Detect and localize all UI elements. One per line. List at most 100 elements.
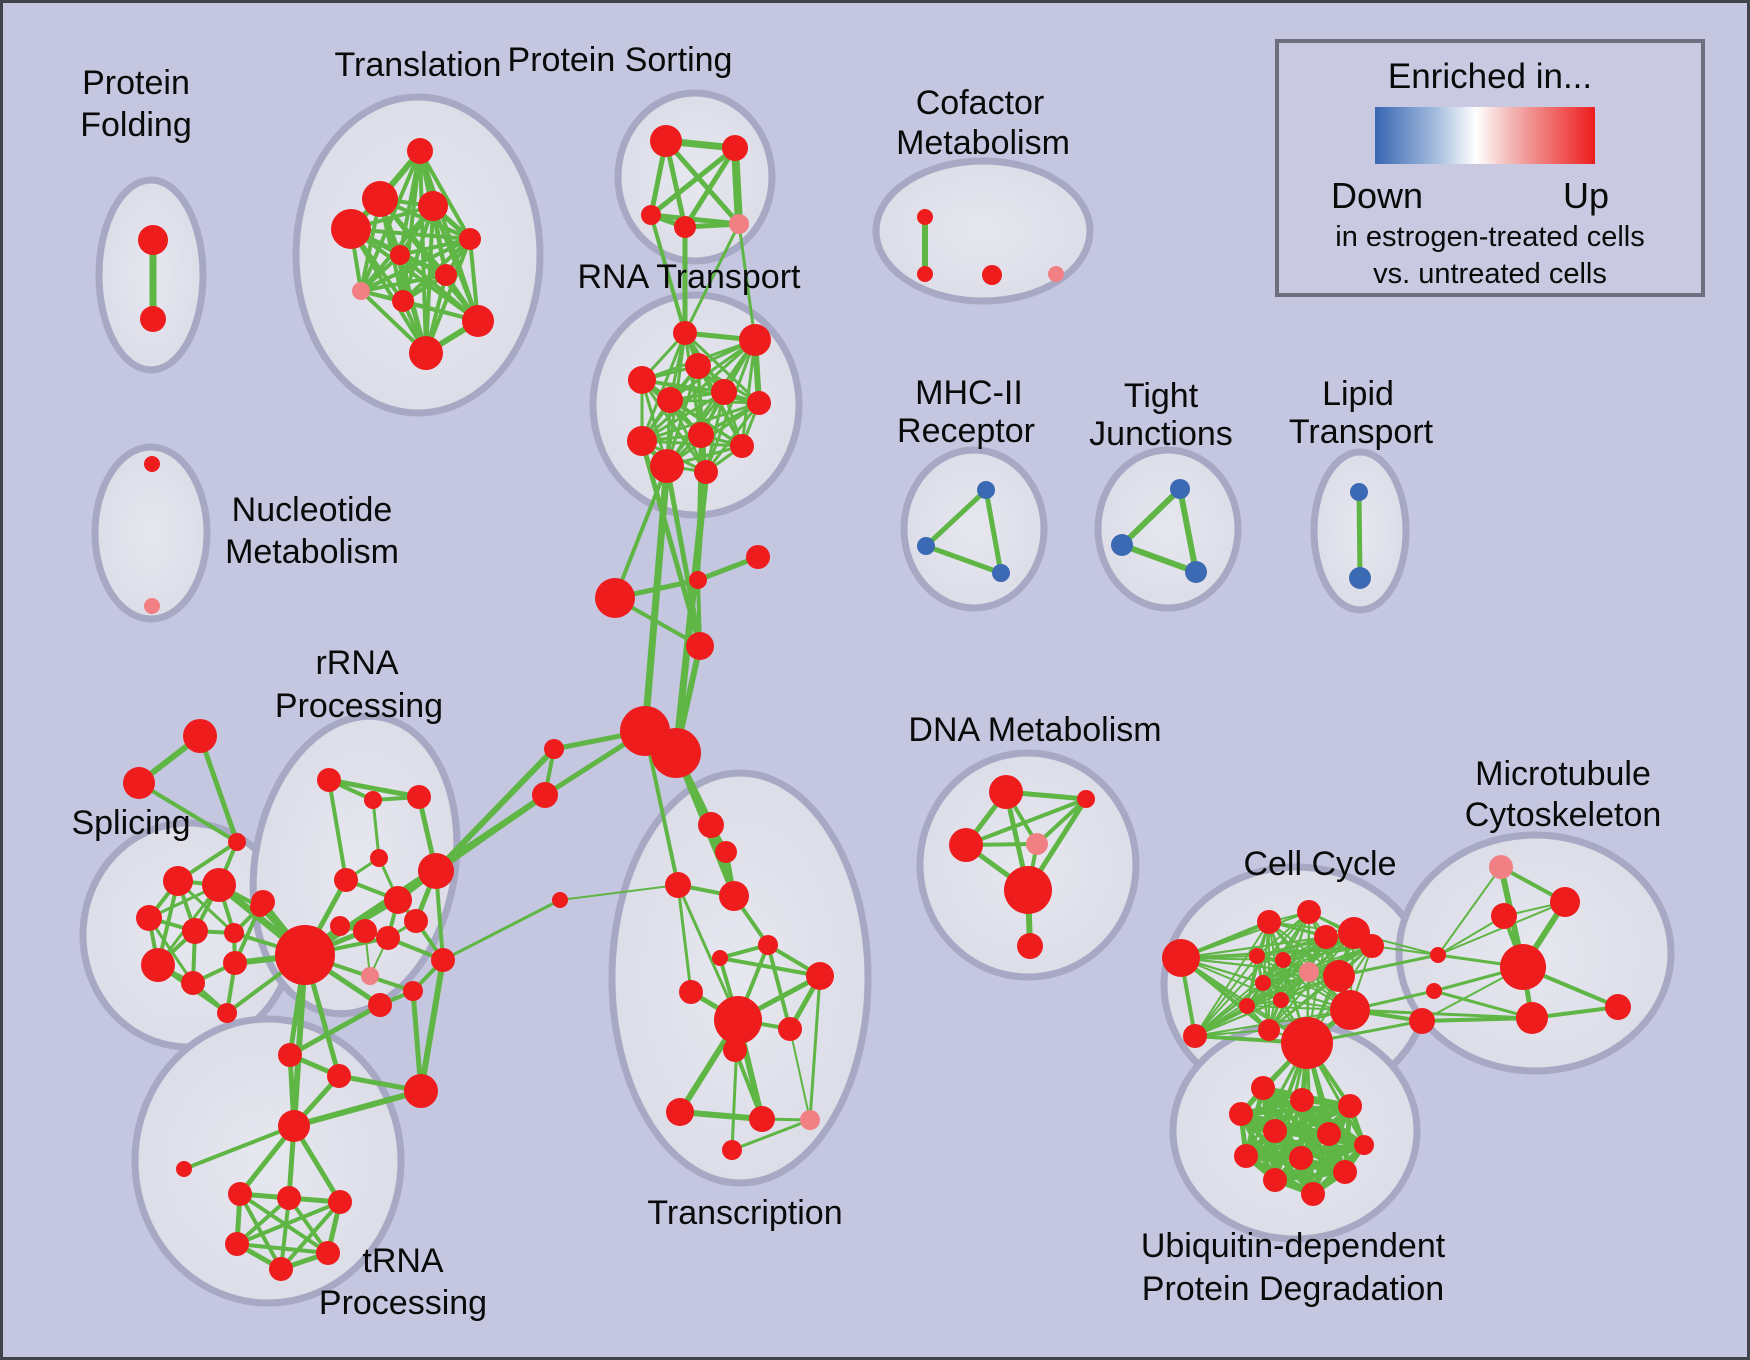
node-sp2 bbox=[202, 868, 236, 902]
edge-d2-d4 bbox=[1035, 797, 1088, 846]
edge-r1-r6 bbox=[327, 778, 348, 882]
node-cc6 bbox=[1360, 934, 1384, 958]
node-tr7 bbox=[806, 962, 834, 990]
node-rt1 bbox=[673, 321, 697, 345]
edge-m1-m2 bbox=[923, 487, 989, 549]
cluster-label-microtubule-cytoskeleton-line2: Cytoskeleton bbox=[1465, 796, 1662, 834]
edge-cc11-cc13 bbox=[1246, 975, 1340, 1007]
node-r17 bbox=[552, 892, 568, 908]
node-rt3 bbox=[685, 353, 711, 379]
cluster-label-rrna-processing-line1: rRNA bbox=[315, 644, 398, 682]
edge-t4-t11 bbox=[349, 227, 428, 355]
node-sp10 bbox=[217, 1003, 237, 1023]
node-ch1 bbox=[746, 545, 770, 569]
cluster-label-ubiquitin-degradation-line1: Ubiquitin-dependent bbox=[1141, 1227, 1446, 1265]
node-tr10 bbox=[723, 1038, 747, 1062]
node-mc1 bbox=[1489, 855, 1513, 879]
node-tr1 bbox=[698, 812, 724, 838]
node-sp6 bbox=[141, 948, 175, 982]
node-rt10 bbox=[730, 434, 754, 458]
node-cc7 bbox=[1249, 948, 1265, 964]
edge-tr3-trhub bbox=[676, 883, 740, 1022]
edge-tn1-r16 bbox=[287, 1002, 383, 1058]
edge-rt4-rt12 bbox=[640, 378, 708, 474]
node-sp1 bbox=[163, 866, 193, 896]
edge-rt4-rt7 bbox=[640, 378, 761, 405]
node-sp7 bbox=[181, 971, 205, 995]
edge-ps2-ps3 bbox=[648, 145, 738, 218]
node-cc15 bbox=[1258, 1019, 1280, 1041]
cluster-label-transcription: Transcription bbox=[647, 1194, 842, 1232]
node-ch2 bbox=[689, 571, 707, 589]
node-r1 bbox=[317, 768, 341, 792]
cluster-label-cofactor-metabolism-line1: Cofactor bbox=[916, 84, 1045, 122]
edge-tr5-tr9 bbox=[766, 943, 792, 1031]
node-tn2 bbox=[327, 1064, 351, 1088]
cluster-ellipse-mhc-ii-receptor bbox=[900, 446, 1048, 612]
node-r16 bbox=[368, 993, 392, 1017]
cluster-label-cofactor-metabolism-line2: Metabolism bbox=[896, 124, 1070, 162]
node-pf2 bbox=[140, 306, 166, 332]
cluster-label-cell-cycle: Cell Cycle bbox=[1243, 845, 1396, 883]
node-ch6 bbox=[532, 782, 558, 808]
cluster-label-lipid-transport-line1: Lipid bbox=[1322, 375, 1394, 413]
edge-mc5-mc7 bbox=[1432, 989, 1534, 1020]
edge-tr14-tr13 bbox=[730, 1118, 812, 1152]
edge-t5-t8 bbox=[359, 237, 472, 293]
node-u9 bbox=[1289, 1146, 1313, 1170]
cluster-label-protein-folding-line2: Folding bbox=[80, 106, 192, 144]
edge-rt11-ch4 bbox=[664, 463, 703, 649]
edge-m1-m3 bbox=[983, 487, 1004, 576]
node-mc2 bbox=[1550, 887, 1580, 917]
node-d5 bbox=[1017, 933, 1043, 959]
edge-cc7-cc13 bbox=[1246, 955, 1258, 1007]
node-l2 bbox=[1349, 567, 1371, 589]
node-t8 bbox=[352, 282, 370, 300]
edge-rt9-ch4 bbox=[639, 438, 703, 649]
node-tr12 bbox=[749, 1106, 775, 1132]
node-tr4 bbox=[719, 881, 749, 911]
edge-rt7-rt12 bbox=[704, 401, 761, 474]
node-u1 bbox=[1251, 1076, 1275, 1100]
edge-hub1-tr3 bbox=[643, 729, 680, 887]
node-r7 bbox=[384, 886, 412, 914]
node-tn8 bbox=[225, 1232, 249, 1256]
node-sp8 bbox=[223, 951, 247, 975]
node-hub2 bbox=[651, 728, 701, 778]
cluster-label-nucleotide-metabolism-line2: Metabolism bbox=[225, 533, 399, 571]
node-t10 bbox=[462, 305, 494, 337]
edge-tr7-tr13 bbox=[808, 974, 822, 1122]
edge-ps3-rt1 bbox=[649, 213, 687, 335]
edge-ps2-ps4 bbox=[682, 145, 738, 230]
node-r6 bbox=[334, 868, 358, 892]
node-r9 bbox=[404, 909, 428, 933]
edge-cc3-cc15 bbox=[1268, 911, 1310, 1031]
node-s3 bbox=[228, 833, 246, 851]
edge-tj1-tj2 bbox=[1119, 486, 1183, 548]
edge-tn8-tn9 bbox=[235, 1242, 330, 1255]
edge-rt6-rt7 bbox=[668, 398, 761, 405]
cluster-label-mhc-ii-receptor-line2: Receptor bbox=[897, 412, 1035, 450]
edge-rt2-rt10 bbox=[740, 338, 757, 448]
node-cc10 bbox=[1255, 975, 1271, 991]
cluster-ellipse-cofactor-metabolism bbox=[872, 157, 1094, 305]
node-cc14 bbox=[1330, 990, 1370, 1030]
edge-ps1-ps5 bbox=[663, 138, 742, 227]
node-cm2 bbox=[917, 266, 933, 282]
node-ps4 bbox=[674, 216, 696, 238]
node-mc6 bbox=[1409, 1008, 1435, 1034]
edge-cc11-mc4 bbox=[1337, 953, 1440, 978]
edge-cc10-cc16 bbox=[1194, 982, 1264, 1037]
node-r2 bbox=[364, 791, 382, 809]
node-cc9 bbox=[1299, 962, 1319, 982]
node-r12 bbox=[376, 926, 400, 950]
node-mc4 bbox=[1430, 947, 1446, 963]
edge-r1-r3 bbox=[326, 777, 422, 800]
edge-s1-s3 bbox=[197, 733, 240, 845]
edge-mc1-mc4 bbox=[1437, 866, 1502, 956]
legend-caption-line2: vs. untreated cells bbox=[1373, 258, 1607, 290]
edge-r5-ch5 bbox=[433, 746, 557, 874]
node-cc4 bbox=[1314, 925, 1338, 949]
legend-up-label: Up bbox=[1562, 175, 1609, 216]
